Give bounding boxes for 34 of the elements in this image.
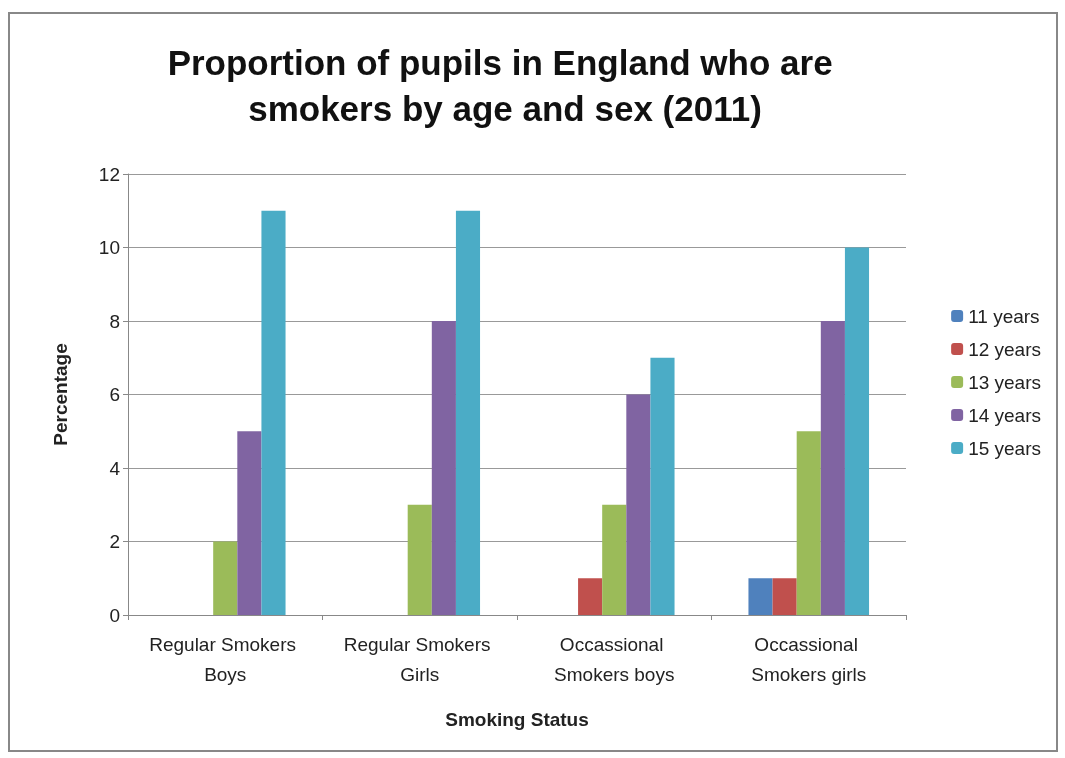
y-tick-label: 8 (109, 310, 120, 332)
bar (237, 431, 262, 615)
y-tick-label: 10 (98, 237, 120, 258)
chart-title: Proportion of pupils in England who are smokers by age and sex (2011) (167, 42, 843, 128)
y-tick-label: 4 (109, 457, 121, 479)
bar (213, 541, 238, 615)
x-tick-label: Regular Smokers Boys (149, 633, 302, 685)
bar (772, 578, 797, 615)
legend-label: 13 years (968, 371, 1041, 393)
bar (820, 321, 845, 615)
bar (650, 357, 675, 615)
legend-label: 12 years (968, 338, 1041, 360)
legend-label: 11 years (968, 305, 1040, 327)
bar (844, 247, 870, 615)
x-tick-label: Occassional Smokers boys (554, 633, 675, 685)
x-tick-label: Regular Smokers Girls (343, 633, 496, 685)
legend-label: 15 years (968, 437, 1041, 459)
legend-label: 14 years (968, 404, 1041, 426)
y-tick-label: 0 (109, 604, 120, 626)
y-tick-label: 12 (98, 163, 120, 185)
bar (796, 431, 821, 615)
bar (431, 321, 456, 615)
y-axis-title: Percentage (50, 343, 71, 446)
x-axis-title: Smoking Status (445, 709, 589, 730)
bar (748, 578, 773, 615)
y-tick-label: 6 (109, 384, 120, 405)
bar (602, 504, 627, 615)
bar (407, 504, 432, 615)
x-tick-label: Occassional Smokers girls (751, 633, 867, 685)
bar (455, 210, 481, 615)
bar (626, 394, 651, 615)
y-tick-label: 2 (109, 531, 120, 552)
bar (578, 578, 603, 615)
bar (261, 210, 286, 615)
